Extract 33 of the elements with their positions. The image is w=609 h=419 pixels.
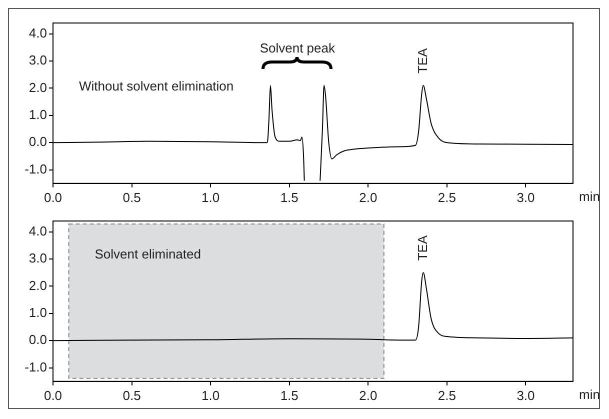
- x-tick-label: 2.5: [438, 388, 456, 403]
- annotation: Without solvent elimination: [79, 78, 234, 94]
- y-tick-label: 4.0: [28, 25, 47, 40]
- x-tick-label: 0.5: [122, 388, 141, 403]
- x-tick-label: 0.5: [122, 190, 141, 205]
- y-tick-label: 1.0: [28, 305, 47, 320]
- x-tick-label: 1.5: [280, 190, 298, 205]
- y-tick-label: 0.0: [28, 134, 47, 150]
- annotation: Solvent peak: [260, 40, 336, 56]
- x-tick-label: 1.0: [202, 388, 220, 403]
- x-axis-title: min: [579, 188, 600, 204]
- annotation: TEA: [414, 48, 430, 74]
- y-tick-label: 0.0: [28, 332, 47, 348]
- x-tick-label: 2.0: [359, 388, 378, 403]
- y-tick-label: 1.0: [28, 107, 47, 122]
- y-tick-label: 4.0: [28, 223, 47, 238]
- x-tick-label: 1.5: [280, 388, 298, 403]
- y-tick-label: -1.0: [24, 161, 47, 176]
- x-tick-label: 3.0: [516, 388, 535, 403]
- y-tick-label: 3.0: [28, 250, 47, 266]
- y-tick-label: 3.0: [28, 52, 47, 68]
- x-tick-label: 0.0: [44, 388, 62, 403]
- x-tick-label: 0.0: [44, 190, 62, 205]
- x-tick-label: 2.5: [438, 190, 456, 205]
- x-tick-label: 3.0: [516, 190, 535, 205]
- x-tick-label: 1.0: [202, 190, 220, 205]
- band-label: Solvent eliminated: [94, 246, 201, 262]
- y-tick-label: 2.0: [28, 278, 47, 293]
- x-axis-title: min: [579, 386, 600, 402]
- y-tick-label: 2.0: [28, 80, 47, 95]
- y-tick-label: -1.0: [24, 359, 47, 374]
- annotation: TEA: [414, 235, 430, 261]
- x-tick-label: 2.0: [359, 190, 378, 205]
